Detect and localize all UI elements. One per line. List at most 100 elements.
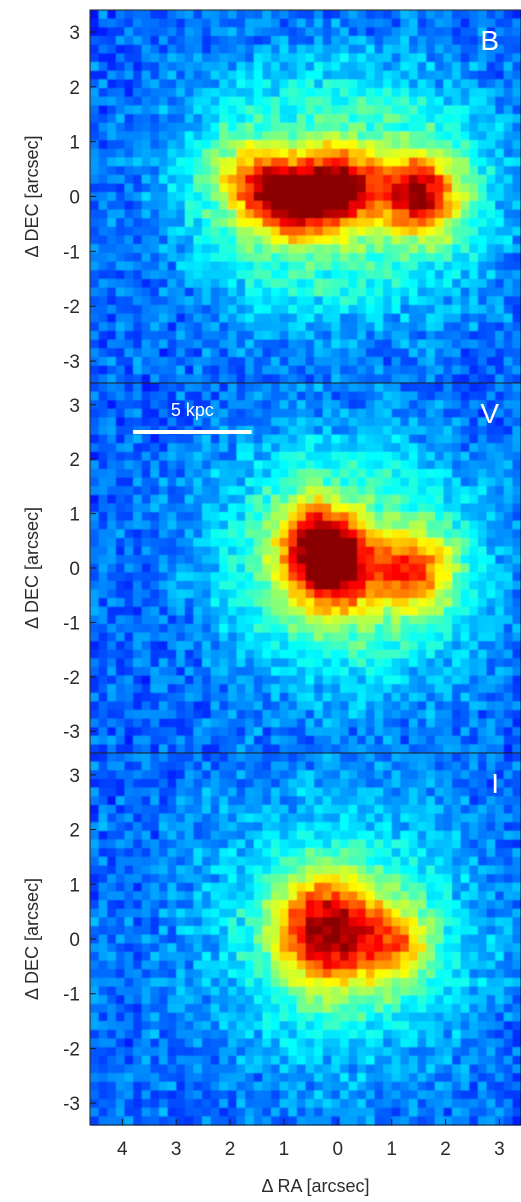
heatmap-cell xyxy=(503,148,513,159)
heatmap-cell xyxy=(512,36,521,46)
heatmap-cell xyxy=(357,408,367,419)
heatmap-cell xyxy=(503,27,513,37)
heatmap-cell xyxy=(469,589,479,599)
heatmap-cell xyxy=(477,287,488,297)
heatmap-cell xyxy=(426,692,436,702)
heatmap-cell xyxy=(365,192,376,202)
heatmap-cell xyxy=(417,848,427,858)
heatmap-cell xyxy=(202,684,212,694)
heatmap-cell xyxy=(133,322,143,332)
heatmap-cell xyxy=(339,383,350,393)
heatmap-cell xyxy=(219,503,229,513)
heatmap-cell xyxy=(365,426,376,436)
heatmap-cell xyxy=(288,744,298,754)
heatmap-cell xyxy=(115,183,126,193)
heatmap-cell xyxy=(374,365,384,375)
heatmap-cell xyxy=(253,684,263,694)
heatmap-cell xyxy=(365,598,376,608)
heatmap-cell xyxy=(374,727,384,737)
heatmap-cell xyxy=(408,261,419,271)
heatmap-cell xyxy=(512,555,521,565)
heatmap-cell xyxy=(271,296,281,306)
heatmap-cell xyxy=(503,563,513,573)
heatmap-cell xyxy=(245,632,255,642)
heatmap-cell xyxy=(253,434,263,444)
heatmap-cell xyxy=(184,192,195,202)
heatmap-cell xyxy=(288,589,298,599)
heatmap-cell xyxy=(314,804,324,815)
heatmap-cell xyxy=(314,330,324,341)
heatmap-cell xyxy=(90,200,100,211)
heatmap-cell xyxy=(486,391,496,401)
heatmap-cell xyxy=(176,529,186,539)
heatmap-cell xyxy=(486,192,496,202)
heatmap-cell xyxy=(296,105,307,115)
heatmap-cell xyxy=(115,718,126,728)
heatmap-cell xyxy=(219,804,229,815)
heatmap-cell xyxy=(331,209,341,219)
heatmap-cell xyxy=(227,813,238,823)
heatmap-cell xyxy=(495,606,505,616)
heatmap-cell xyxy=(107,649,117,659)
heatmap-cell xyxy=(296,252,307,263)
heatmap-cell xyxy=(262,606,272,616)
heatmap-cell xyxy=(322,339,332,349)
heatmap-cell xyxy=(486,200,496,211)
heatmap-cell xyxy=(417,252,427,263)
heatmap-cell xyxy=(339,451,350,462)
heatmap-cell xyxy=(383,157,393,167)
heatmap-cell xyxy=(331,477,341,487)
heatmap-cell xyxy=(348,537,358,548)
heatmap-cell xyxy=(176,770,186,780)
heatmap-cell xyxy=(452,200,462,211)
heatmap-cell xyxy=(383,434,393,444)
heatmap-cell xyxy=(219,10,229,20)
heatmap-cell xyxy=(460,512,470,522)
heatmap-cell xyxy=(512,658,521,668)
heatmap-cell xyxy=(253,96,263,107)
heatmap-cell xyxy=(245,598,255,608)
heatmap-cell xyxy=(253,218,263,228)
heatmap-cell xyxy=(141,822,151,832)
heatmap-cell xyxy=(357,804,367,815)
heatmap-cell xyxy=(383,105,393,115)
heatmap-cell xyxy=(210,200,220,211)
heatmap-cell xyxy=(495,330,505,341)
heatmap-cell xyxy=(512,727,521,737)
heatmap-cell xyxy=(227,744,238,754)
heatmap-cell xyxy=(348,623,358,634)
heatmap-cell xyxy=(331,62,341,72)
heatmap-cell xyxy=(90,365,100,375)
heatmap-cell xyxy=(460,192,470,202)
heatmap-cell xyxy=(158,391,169,401)
heatmap-cell xyxy=(469,209,479,219)
heatmap-cell xyxy=(512,114,521,124)
heatmap-cell xyxy=(90,383,100,393)
heatmap-cell xyxy=(219,709,229,720)
heatmap-cell xyxy=(271,537,281,548)
heatmap-cell xyxy=(253,79,263,89)
heatmap-cell xyxy=(193,537,203,548)
heatmap-cell xyxy=(477,787,488,797)
heatmap-cell xyxy=(227,753,238,763)
heatmap-cell xyxy=(460,244,470,254)
heatmap-cell xyxy=(124,105,134,115)
heatmap-cell xyxy=(245,114,255,124)
heatmap-cell xyxy=(374,383,384,393)
heatmap-cell xyxy=(253,796,263,806)
heatmap-cell xyxy=(158,70,169,80)
heatmap-cell xyxy=(184,469,195,479)
heatmap-cell xyxy=(434,348,445,358)
heatmap-cell xyxy=(262,244,272,254)
heatmap-cell xyxy=(314,278,324,289)
heatmap-cell xyxy=(253,88,263,98)
heatmap-cell xyxy=(98,218,108,228)
heatmap-cell xyxy=(210,10,220,20)
heatmap-cell xyxy=(227,666,238,677)
heatmap-cell xyxy=(331,503,341,513)
heatmap-cell xyxy=(400,709,410,720)
heatmap-cell xyxy=(90,261,100,271)
heatmap-cell xyxy=(271,339,281,349)
heatmap-cell xyxy=(167,727,177,737)
heatmap-cell xyxy=(98,70,108,80)
